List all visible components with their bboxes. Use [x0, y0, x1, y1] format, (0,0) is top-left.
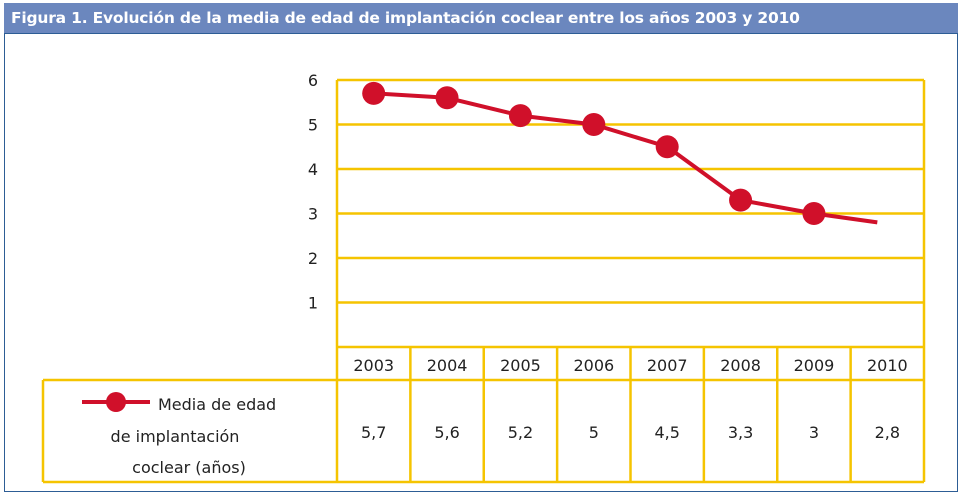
- data-point: [435, 86, 459, 110]
- data-point: [802, 202, 826, 225]
- x-tick-label: 2008: [720, 356, 761, 375]
- data-point: [655, 135, 679, 159]
- data-point: [508, 104, 532, 128]
- x-tick-label: 2005: [500, 356, 541, 375]
- data-label: 5,2: [508, 423, 533, 442]
- x-tick-label: 2009: [794, 356, 835, 375]
- data-label: 5,6: [434, 423, 459, 442]
- legend-label-line: Media de edad: [158, 395, 276, 414]
- y-tick-label: 1: [308, 294, 318, 313]
- x-tick-label: 2010: [867, 356, 908, 375]
- x-tick-label: 2006: [573, 356, 614, 375]
- data-label: 3: [809, 423, 819, 442]
- y-tick-label: 2: [308, 249, 318, 268]
- legend-marker: [106, 392, 126, 412]
- y-tick-label: 4: [308, 160, 318, 179]
- y-tick-label: 6: [308, 71, 318, 90]
- figure-title: Figura 1. Evolución de la media de edad …: [4, 3, 958, 34]
- y-tick-label: 5: [308, 116, 318, 135]
- y-tick-label: 3: [308, 205, 318, 224]
- data-label: 5: [589, 423, 599, 442]
- x-tick-label: 2003: [353, 356, 394, 375]
- data-label: 4,5: [654, 423, 679, 442]
- data-label: 2,8: [875, 423, 900, 442]
- legend-label-line: coclear (años): [132, 458, 246, 477]
- data-point: [362, 81, 386, 105]
- data-point: [582, 113, 606, 136]
- legend-label-line: de implantación: [111, 427, 240, 446]
- x-tick-label: 2007: [647, 356, 688, 375]
- data-label: 5,7: [361, 423, 386, 442]
- series-line: [373, 91, 878, 225]
- data-label: 3,3: [728, 423, 753, 442]
- x-tick-label: 2004: [427, 356, 468, 375]
- data-point: [729, 188, 753, 212]
